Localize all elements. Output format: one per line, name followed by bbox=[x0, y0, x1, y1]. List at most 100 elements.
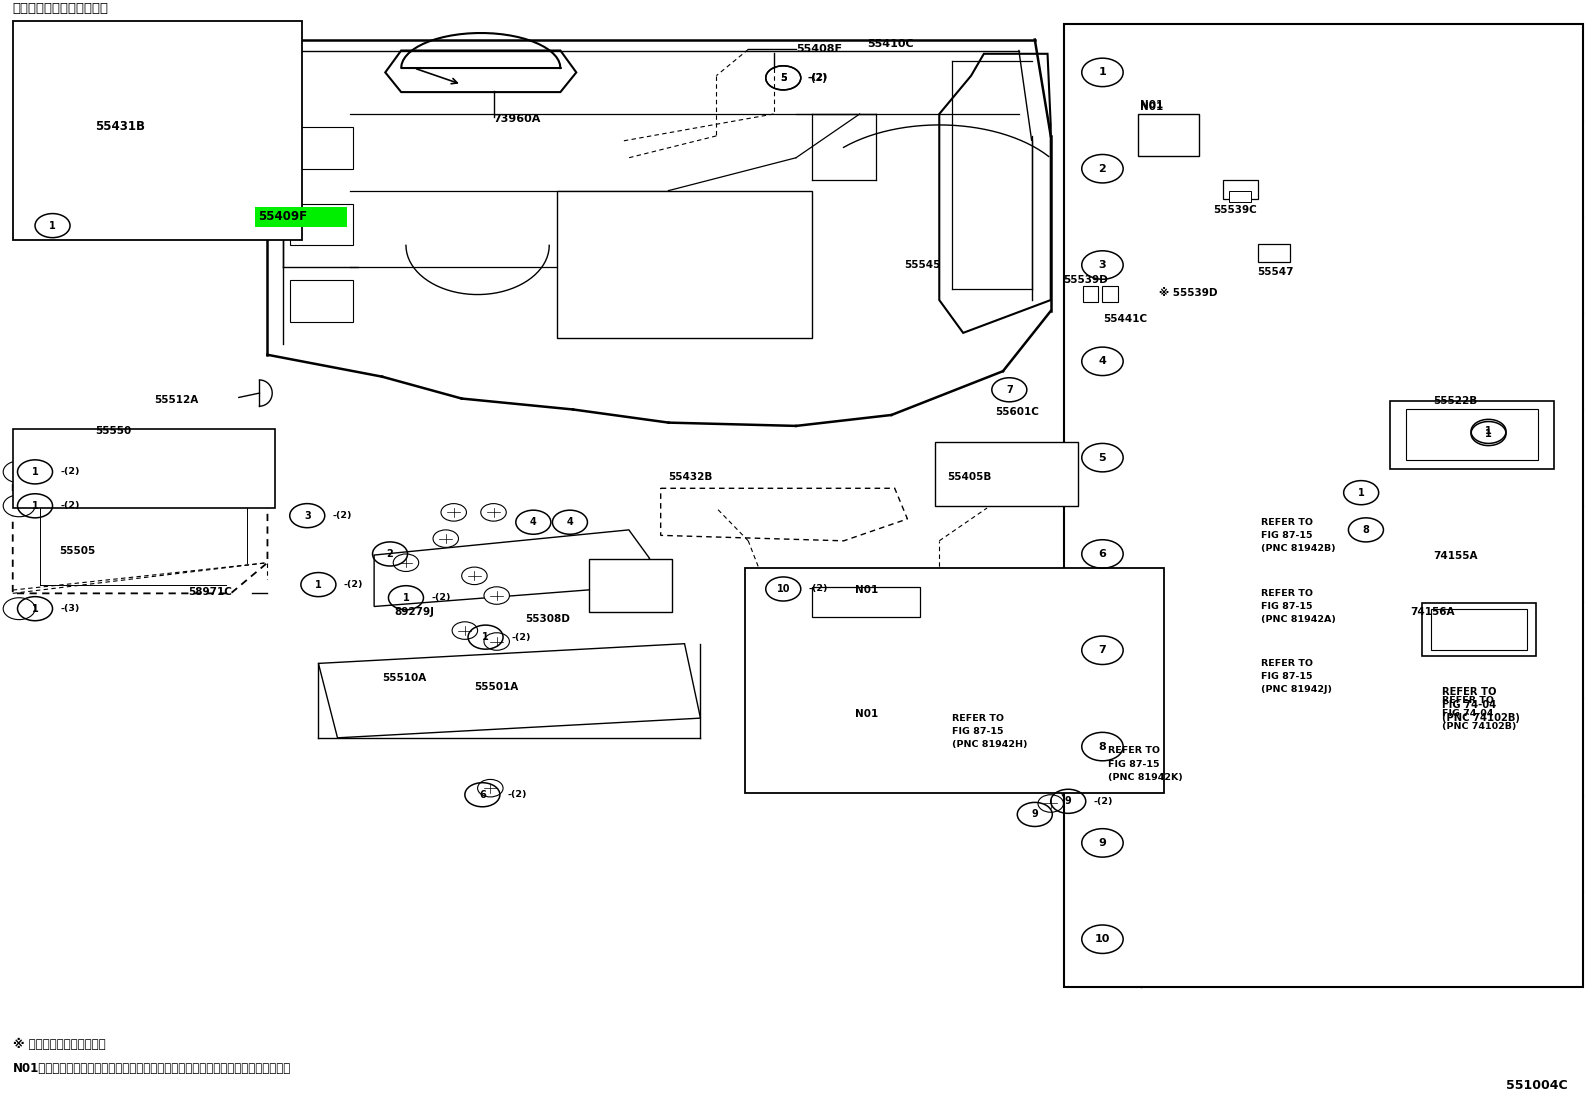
Text: 55432B: 55432B bbox=[669, 473, 713, 482]
Text: -(2): -(2) bbox=[431, 593, 451, 602]
Text: -(2): -(2) bbox=[60, 467, 80, 476]
Text: 1: 1 bbox=[1358, 488, 1364, 498]
Text: 3: 3 bbox=[304, 511, 310, 521]
Text: 2: 2 bbox=[1098, 164, 1106, 174]
Text: 3: 3 bbox=[1098, 260, 1106, 270]
Text: 90467-12080: 90467-12080 bbox=[1153, 933, 1234, 946]
Text: 55405B: 55405B bbox=[947, 473, 992, 482]
Text: 10: 10 bbox=[777, 584, 790, 593]
Text: 1: 1 bbox=[32, 467, 38, 477]
Text: (PNC 74102B): (PNC 74102B) bbox=[1442, 722, 1517, 731]
Bar bbox=[290, 127, 353, 169]
Text: N01: N01 bbox=[855, 585, 879, 595]
Text: ※ 55539D: ※ 55539D bbox=[1159, 288, 1218, 299]
Text: 55408F: 55408F bbox=[796, 44, 842, 55]
Text: REFER TO: REFER TO bbox=[1442, 696, 1495, 706]
Text: 6: 6 bbox=[479, 790, 486, 800]
Bar bbox=[255, 207, 347, 226]
Text: 90159-50322: 90159-50322 bbox=[1153, 740, 1234, 753]
Text: 551004C: 551004C bbox=[1506, 1079, 1568, 1092]
Circle shape bbox=[433, 530, 458, 547]
Text: 1: 1 bbox=[49, 221, 56, 231]
Polygon shape bbox=[385, 51, 576, 92]
Text: -(2): -(2) bbox=[508, 790, 527, 799]
Polygon shape bbox=[13, 442, 267, 593]
Text: 2: 2 bbox=[387, 550, 393, 559]
Text: REFER TO: REFER TO bbox=[1442, 687, 1496, 697]
Text: 55441C: 55441C bbox=[1103, 313, 1148, 323]
Text: 1: 1 bbox=[1485, 429, 1492, 439]
Polygon shape bbox=[939, 54, 1051, 333]
Text: (PNC 81942K): (PNC 81942K) bbox=[1108, 773, 1183, 781]
Text: 1: 1 bbox=[403, 592, 409, 602]
Text: (PNC 74102B): (PNC 74102B) bbox=[1442, 713, 1520, 723]
Text: 9: 9 bbox=[1065, 797, 1071, 807]
Text: FIG 87-15: FIG 87-15 bbox=[952, 726, 1003, 735]
Text: 55512A: 55512A bbox=[154, 395, 199, 404]
Text: 7: 7 bbox=[1098, 645, 1106, 655]
Text: 89279J: 89279J bbox=[395, 607, 435, 617]
Bar bbox=[1422, 603, 1536, 656]
Text: (PNC 81942J): (PNC 81942J) bbox=[1261, 685, 1333, 695]
Text: 55547: 55547 bbox=[1258, 267, 1294, 277]
Text: REFER TO: REFER TO bbox=[952, 713, 1005, 723]
Text: 5: 5 bbox=[1098, 453, 1106, 463]
Text: N01：この部品は、構造上分解・組し上げが困難なため、単品では補給していません: N01：この部品は、構造上分解・組し上げが困難なため、単品では補給していません bbox=[13, 1062, 291, 1075]
Text: (PNC 81942A): (PNC 81942A) bbox=[1261, 615, 1336, 624]
Text: 74155A: 74155A bbox=[1433, 551, 1477, 562]
Text: 無し（助手席エアバッグ）: 無し（助手席エアバッグ） bbox=[13, 2, 108, 15]
Bar bbox=[1063, 24, 1582, 987]
Bar bbox=[13, 21, 302, 240]
Text: 55545: 55545 bbox=[904, 260, 941, 270]
Text: -(2): -(2) bbox=[809, 585, 828, 593]
Text: 74156A: 74156A bbox=[1411, 607, 1455, 617]
Text: 55522B: 55522B bbox=[1433, 396, 1477, 406]
Text: 6: 6 bbox=[1098, 550, 1106, 559]
Text: 9: 9 bbox=[1098, 837, 1106, 848]
Bar bbox=[1138, 114, 1199, 156]
Text: 4: 4 bbox=[1098, 356, 1106, 366]
Text: 10: 10 bbox=[1095, 934, 1110, 944]
Bar bbox=[1431, 609, 1527, 651]
Text: FIG 74-04: FIG 74-04 bbox=[1442, 709, 1493, 719]
Text: 90179-06200: 90179-06200 bbox=[1153, 258, 1234, 271]
Text: 55510A: 55510A bbox=[382, 673, 427, 682]
Bar bbox=[1102, 286, 1118, 302]
Text: 55409F: 55409F bbox=[258, 210, 307, 223]
Text: 58971C: 58971C bbox=[188, 587, 232, 597]
Polygon shape bbox=[35, 169, 245, 223]
Text: 55431B: 55431B bbox=[96, 120, 145, 133]
Text: 8: 8 bbox=[1098, 742, 1106, 752]
Circle shape bbox=[3, 460, 35, 482]
Bar bbox=[935, 442, 1078, 506]
Text: 55550: 55550 bbox=[96, 426, 132, 436]
Bar bbox=[1083, 286, 1098, 302]
Bar bbox=[812, 587, 920, 618]
Text: FIG 74-04: FIG 74-04 bbox=[1442, 700, 1496, 710]
Text: REFER TO: REFER TO bbox=[1261, 659, 1313, 668]
Text: 90467-07138-B2: 90467-07138-B2 bbox=[1153, 355, 1256, 368]
Text: 55410C: 55410C bbox=[868, 38, 914, 49]
Bar bbox=[1229, 190, 1251, 201]
Polygon shape bbox=[21, 160, 258, 232]
Circle shape bbox=[1062, 784, 1087, 801]
Text: 7: 7 bbox=[1006, 385, 1013, 395]
Circle shape bbox=[484, 587, 509, 604]
Text: 55601C: 55601C bbox=[995, 407, 1040, 417]
Text: 1: 1 bbox=[32, 501, 38, 511]
Bar bbox=[1390, 401, 1554, 468]
Text: N01: N01 bbox=[1140, 102, 1164, 112]
Text: N01: N01 bbox=[1140, 100, 1164, 110]
Text: 93560-54014: 93560-54014 bbox=[1153, 836, 1234, 850]
Text: N01: N01 bbox=[855, 709, 879, 719]
Text: 8: 8 bbox=[1363, 525, 1369, 535]
Text: 1: 1 bbox=[1485, 426, 1492, 436]
Text: 55539C: 55539C bbox=[1213, 206, 1256, 215]
Bar bbox=[1406, 410, 1538, 459]
Text: FIG 87-15: FIG 87-15 bbox=[1261, 671, 1312, 681]
Polygon shape bbox=[318, 644, 700, 737]
Text: 73960A: 73960A bbox=[494, 114, 541, 124]
Text: 1: 1 bbox=[315, 579, 322, 589]
Circle shape bbox=[1038, 795, 1063, 812]
Text: -(2): -(2) bbox=[333, 511, 352, 520]
